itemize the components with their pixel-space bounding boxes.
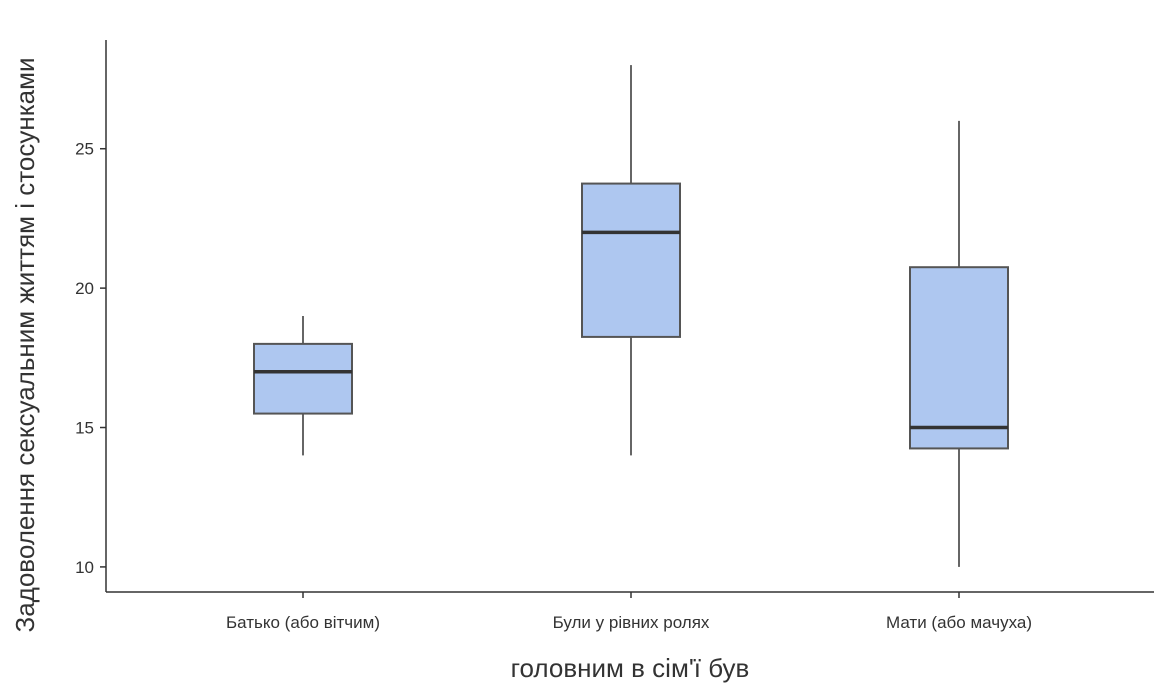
y-axis-title: Задоволення сексуальним життям і стосунк…	[10, 58, 40, 633]
y-axis-ticks: 10 15 20 25	[75, 140, 106, 577]
box-iqr	[581, 182, 681, 338]
x-axis-ticks: Батько (або вітчим) Були у рівних ролях Ма…	[226, 592, 1032, 632]
box-iqr	[253, 342, 353, 415]
y-tick-label: 10	[75, 558, 94, 577]
y-tick-label: 20	[75, 279, 94, 298]
box-group	[581, 65, 681, 456]
plot-area	[253, 65, 1009, 567]
x-axis-title: головним в сім'ї був	[511, 653, 750, 683]
y-tick-label: 25	[75, 140, 94, 159]
x-tick-label: Мати (або мачуха)	[886, 613, 1032, 632]
x-tick-label: Були у рівних ролях	[553, 613, 710, 632]
box-group	[909, 120, 1009, 567]
box-group	[253, 316, 353, 456]
x-tick-label: Батько (або вітчим)	[226, 613, 380, 632]
y-tick-label: 15	[75, 419, 94, 438]
box-iqr	[909, 266, 1009, 450]
